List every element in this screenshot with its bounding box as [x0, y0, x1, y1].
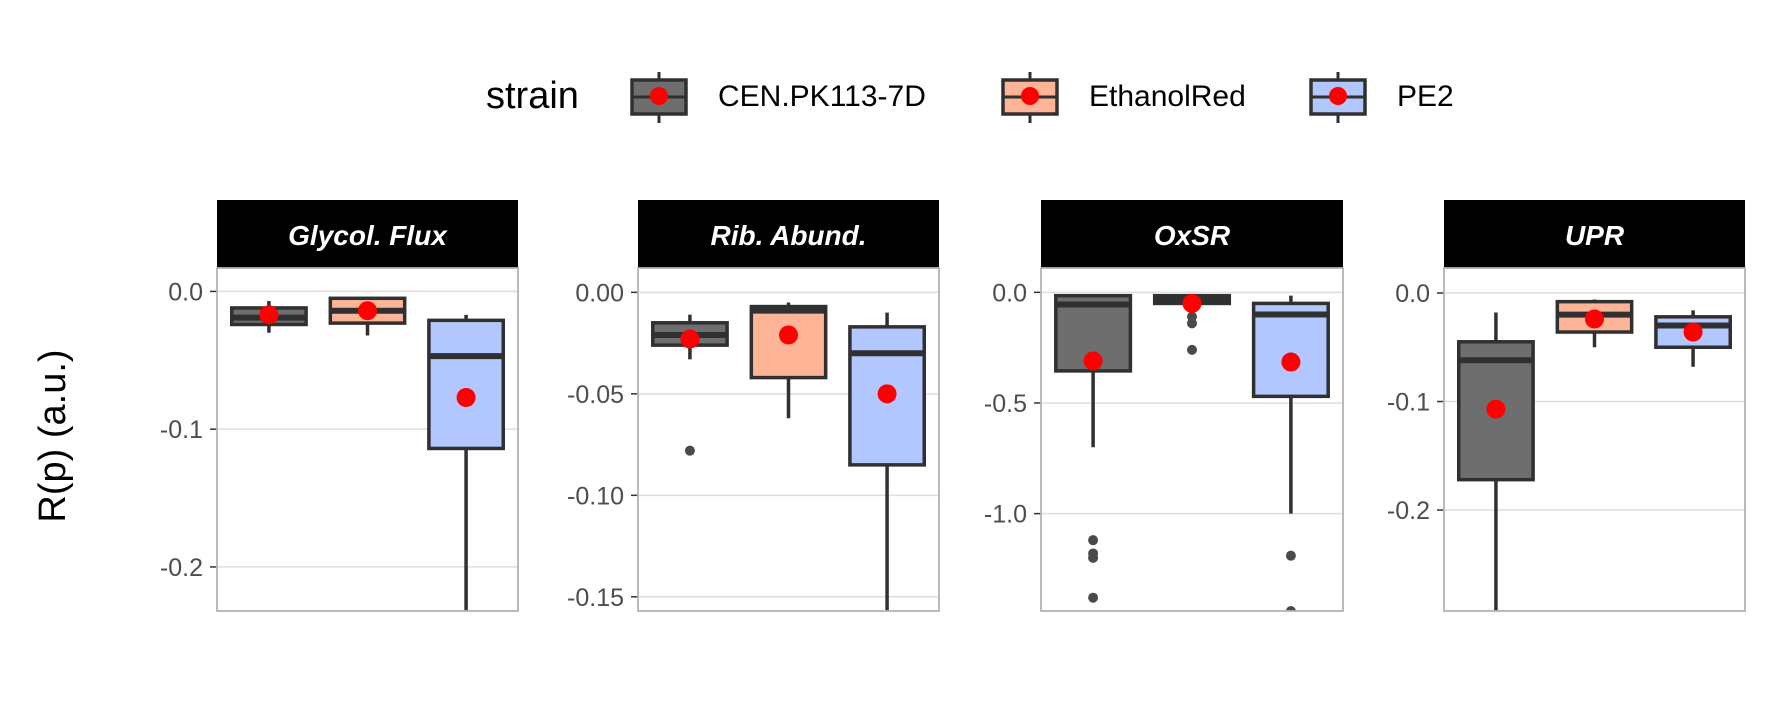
mean-point	[1683, 322, 1703, 342]
facet-strip	[1444, 200, 1745, 268]
facet-panel-oxsr: OxSR 0.0 -0.5 -1.0	[984, 200, 1344, 612]
mean-point	[877, 384, 897, 404]
legend-mean-point	[1021, 87, 1039, 105]
outlier-point	[1187, 318, 1197, 329]
mean-point	[1585, 309, 1604, 329]
legend-label-cen-pk113-7d: CEN.PK113-7D	[718, 80, 926, 113]
facet-panel-glycol-flux: Glycol. Flux 0.0 -0.1 -0.2	[160, 200, 519, 612]
facet-strip	[638, 200, 939, 268]
mean-point	[680, 329, 700, 349]
outlier-point	[1187, 344, 1197, 355]
box-ethanolred	[749, 302, 828, 419]
y-tick-label: -0.5	[984, 390, 1027, 418]
y-tick-label: -0.10	[567, 482, 624, 510]
y-tick-label: -0.2	[1387, 497, 1430, 525]
box-pe2	[427, 314, 506, 611]
y-tick-label: -1.0	[984, 501, 1027, 529]
legend: strain CEN.PK113-7D EthanolRed PE2	[486, 72, 1454, 123]
mean-point	[1486, 399, 1506, 419]
legend-key-cen-pk113-7d: CEN.PK113-7D	[630, 72, 926, 123]
legend-label-ethanolred: EthanolRed	[1089, 80, 1246, 113]
box-iqr	[427, 318, 506, 451]
outlier-point	[1088, 552, 1099, 563]
box-cen-pk113-7d	[229, 301, 308, 333]
facet-strip-label: OxSR	[1154, 220, 1231, 251]
mean-point	[1182, 293, 1202, 313]
mean-point	[259, 305, 279, 325]
outlier-point	[1285, 550, 1296, 561]
mean-point	[456, 387, 476, 407]
box-cen-pk113-7d	[650, 314, 729, 456]
panel-border	[216, 267, 519, 612]
facet-panels: Glycol. Flux 0.0 -0.1 -0.2 Rib. Abund. 0.00 -0…	[160, 200, 1746, 612]
facet-strip-label: Rib. Abund.	[710, 220, 866, 251]
legend-key-ethanolred: EthanolRed	[1001, 72, 1246, 123]
plot-area	[1054, 293, 1330, 611]
legend-title: strain	[486, 75, 579, 117]
legend-mean-point	[650, 87, 668, 105]
y-tick-label: 0.0	[992, 279, 1027, 307]
legend-label-pe2: PE2	[1397, 80, 1454, 113]
box-ethanolred	[328, 296, 407, 336]
mean-point	[358, 301, 377, 321]
box-ethanolred	[1555, 299, 1634, 348]
y-tick-label: -0.05	[567, 381, 624, 409]
y-tick-label: -0.1	[160, 416, 203, 444]
y-tick-label: 0.0	[168, 278, 203, 306]
y-tick-label: -0.1	[1387, 389, 1430, 417]
facet-panel-rib-abund: Rib. Abund. 0.00 -0.05 -0.10 -0.15	[567, 200, 940, 612]
facet-strip	[1041, 200, 1343, 268]
y-tick-label: 0.0	[1395, 280, 1430, 308]
legend-mean-point	[1329, 87, 1347, 105]
box-cen-pk113-7d	[1054, 293, 1133, 603]
box-pe2	[848, 312, 927, 611]
plot-area	[650, 302, 927, 611]
mean-point	[1083, 351, 1103, 371]
legend-key-pe2: PE2	[1309, 72, 1454, 123]
panel-border	[1443, 267, 1746, 612]
outlier-point	[1088, 592, 1099, 603]
y-tick-label: -0.2	[160, 554, 203, 582]
outlier-point	[684, 445, 695, 456]
facet-strip	[217, 200, 518, 268]
facet-strip-label: UPR	[1565, 220, 1625, 251]
box-iqr	[1251, 301, 1330, 399]
mean-point	[779, 325, 798, 345]
box-cen-pk113-7d	[1456, 312, 1535, 611]
box-pe2	[1654, 310, 1733, 367]
plot-area	[229, 296, 506, 611]
panel-border	[1040, 267, 1344, 612]
facet-strip-label: Glycol. Flux	[288, 220, 448, 251]
y-tick-label: 0.00	[575, 279, 624, 307]
y-axis-title: R(p) (a.u.)	[32, 349, 74, 522]
mean-point	[1281, 352, 1301, 372]
y-tick-label: -0.15	[567, 584, 624, 612]
box-pe2	[1251, 295, 1330, 611]
panel-border	[637, 267, 940, 612]
outlier-point	[1285, 606, 1296, 611]
box-ethanolred	[1152, 293, 1232, 355]
outlier-point	[1088, 535, 1099, 546]
plot-area	[1456, 299, 1733, 611]
facet-panel-upr: UPR 0.0 -0.1 -0.2	[1387, 200, 1746, 612]
